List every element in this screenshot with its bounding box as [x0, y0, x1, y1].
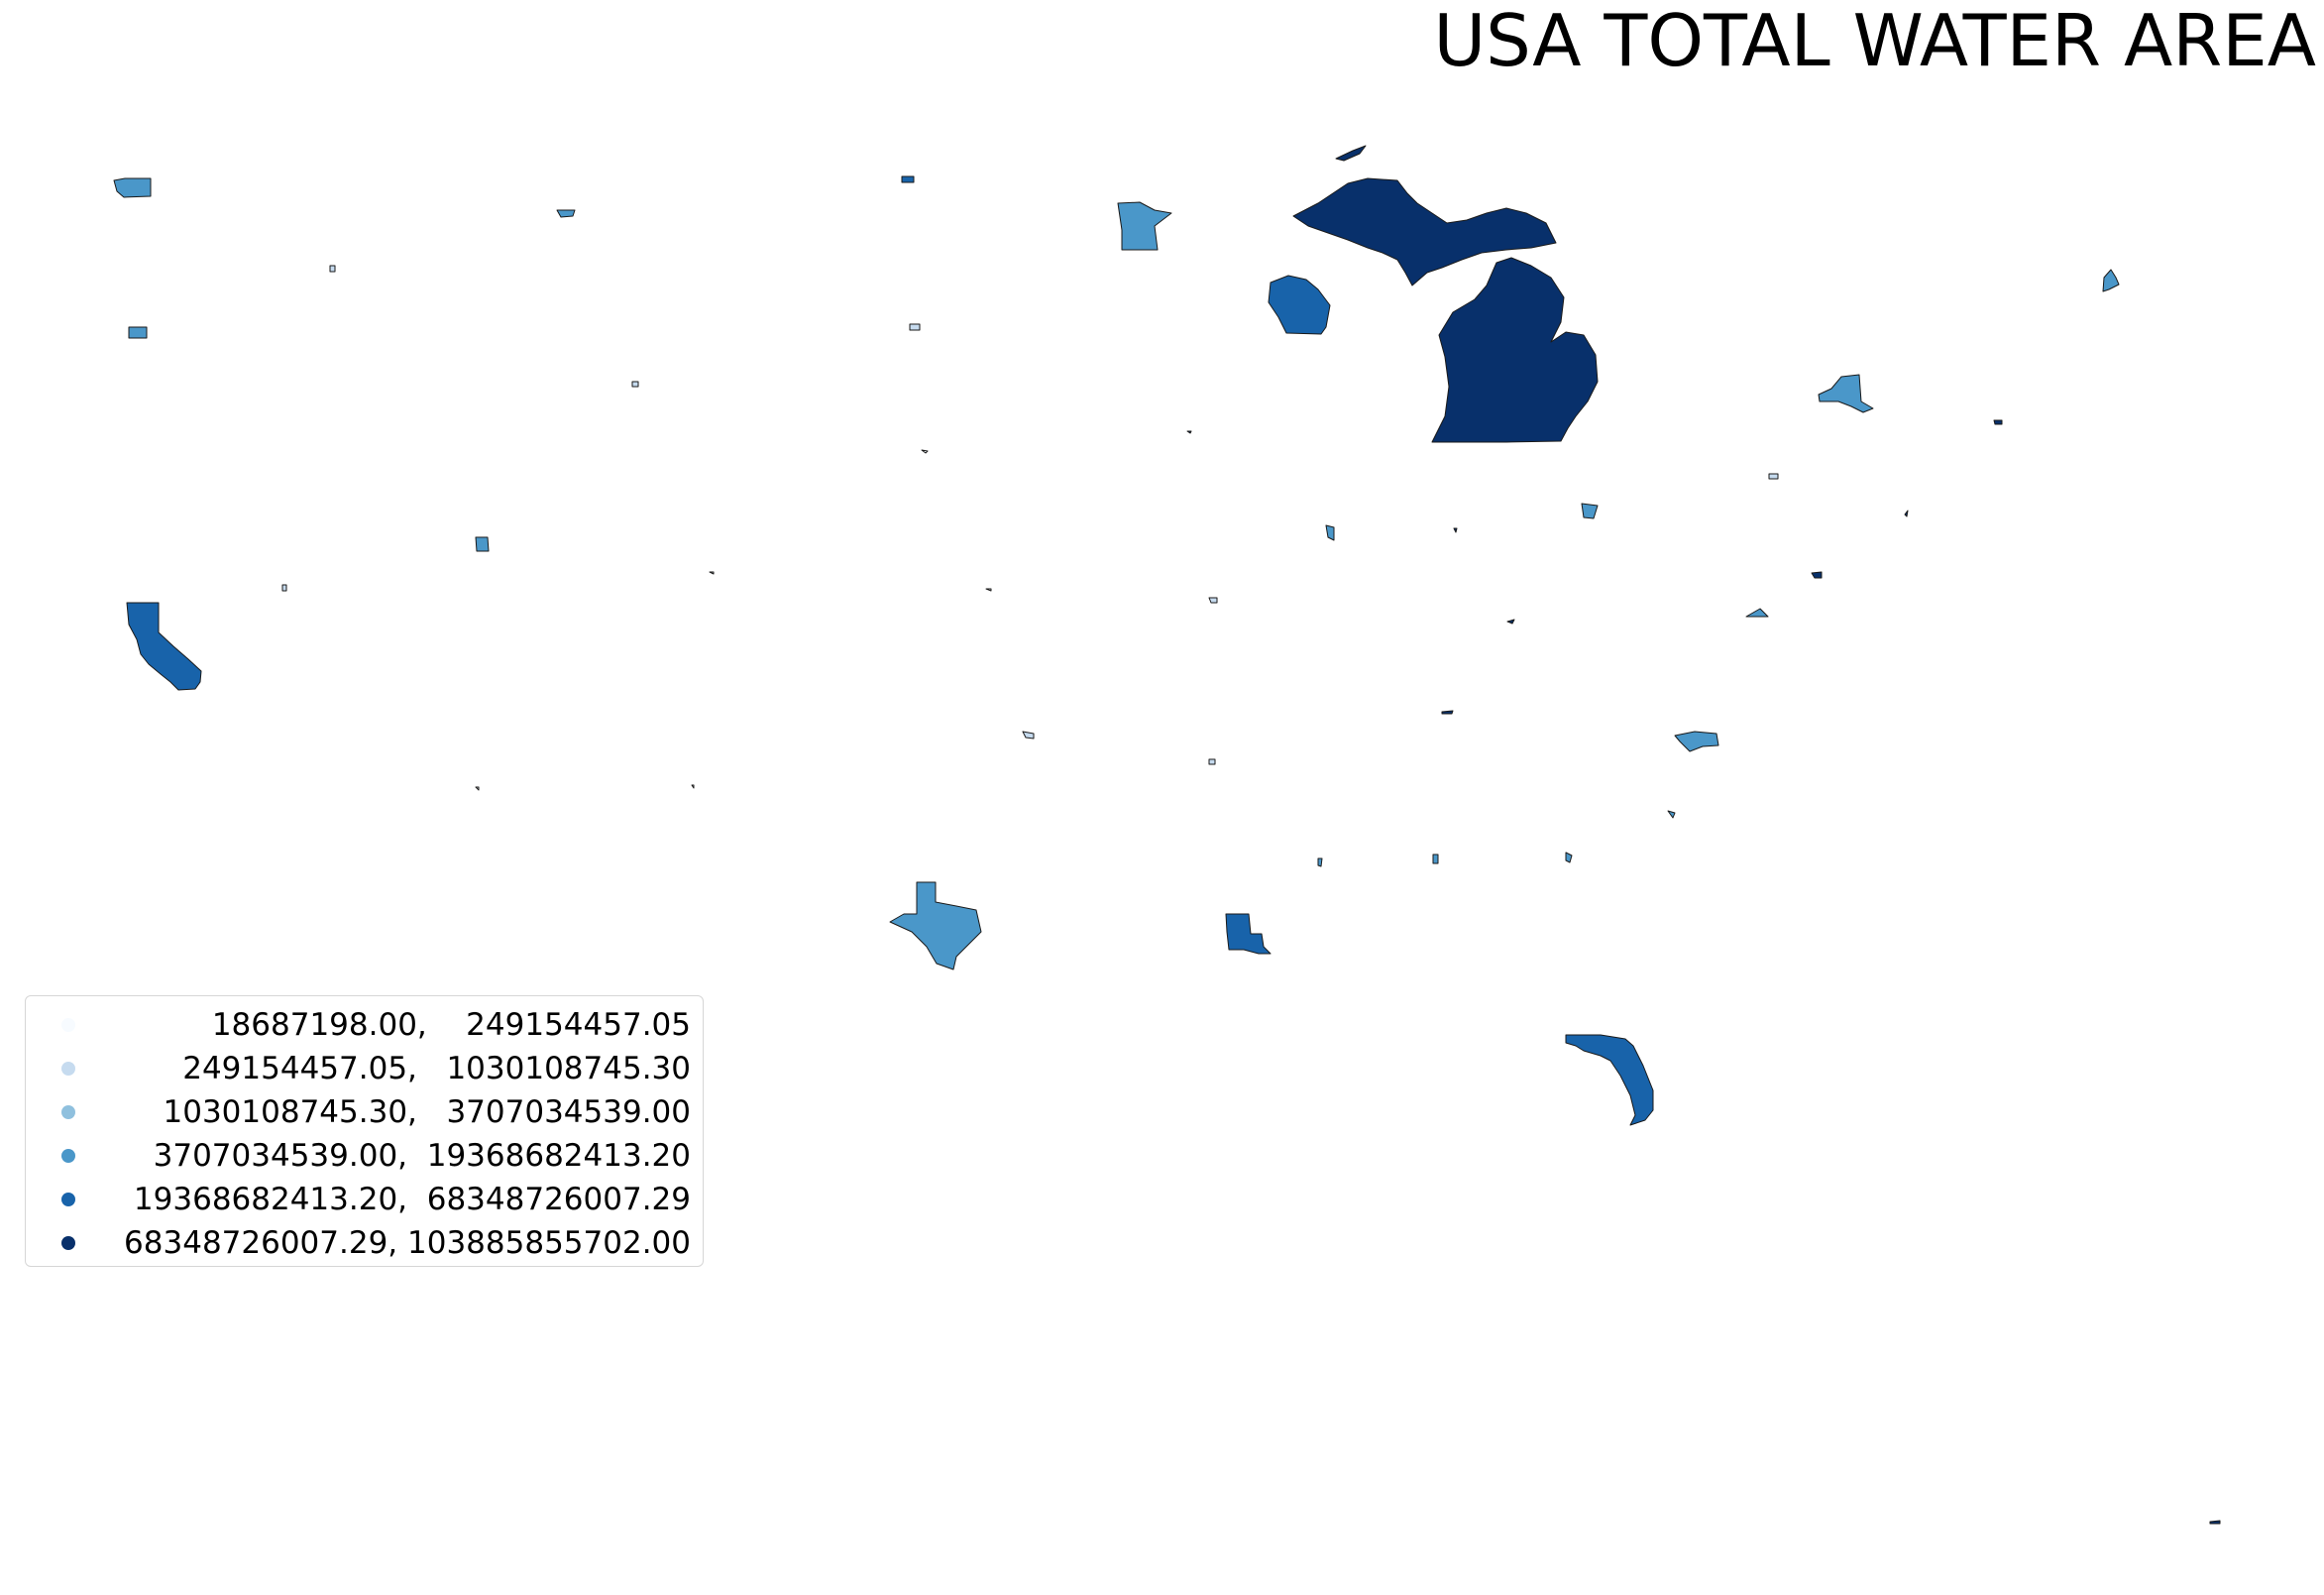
legend-swatch — [61, 1193, 75, 1206]
region-north-carolina — [1674, 731, 1719, 752]
region-michigan-upper — [1292, 177, 1557, 286]
region-texas — [889, 881, 982, 970]
region-wisconsin — [1268, 275, 1331, 335]
region-tiny-light-11 — [985, 588, 992, 592]
region-louisiana — [1225, 913, 1272, 955]
legend-item: 18687198.00, 249154457.05 — [26, 1003, 703, 1047]
map-legend: 18687198.00, 249154457.05 249154457.05, … — [25, 995, 704, 1267]
region-california — [126, 602, 202, 691]
region-tiny-4 — [1506, 619, 1515, 625]
region-tiny-2 — [1993, 419, 2003, 425]
region-tiny-light-13 — [691, 784, 695, 789]
legend-item: 3707034539.00, 19368682413.20 — [26, 1134, 703, 1178]
legend-swatch — [61, 1236, 75, 1250]
region-tiny-light-2 — [1768, 473, 1779, 480]
region-tiny-5 — [1904, 510, 1909, 517]
legend-swatch — [61, 1062, 75, 1076]
legend-label: 249154457.05, 1030108745.30 — [182, 1051, 691, 1086]
region-tiny-light-9 — [921, 449, 929, 454]
region-tiny-light-1 — [909, 323, 921, 331]
region-small-4 — [1581, 503, 1599, 519]
region-small-10 — [1667, 810, 1676, 819]
legend-item: 68348726007.29, 103885855702.00 — [26, 1221, 703, 1265]
legend-label: 19368682413.20, 68348726007.29 — [133, 1182, 691, 1217]
region-michigan-lower — [1431, 257, 1599, 443]
region-minnesota — [1117, 201, 1172, 251]
region-small-7 — [1565, 852, 1573, 863]
region-tiny-7 — [1453, 527, 1458, 533]
region-small-11 — [901, 175, 915, 183]
region-small-8 — [1432, 854, 1439, 864]
region-tiny-light-3 — [1022, 731, 1035, 740]
region-tiny-light-10 — [709, 571, 715, 575]
region-tiny-1 — [1811, 571, 1823, 579]
region-tiny-light-8 — [281, 584, 287, 592]
legend-swatch — [61, 1018, 75, 1032]
legend-item: 249154457.05, 1030108745.30 — [26, 1047, 703, 1090]
region-tiny-3 — [1441, 710, 1454, 715]
region-new-york — [1818, 374, 1874, 413]
region-small-2 — [475, 536, 490, 552]
legend-item: 19368682413.20, 68348726007.29 — [26, 1178, 703, 1221]
region-small-3 — [556, 209, 576, 218]
legend-label: 68348726007.29, 103885855702.00 — [124, 1225, 691, 1261]
region-small-5 — [1745, 608, 1769, 618]
legend-label: 18687198.00, 249154457.05 — [211, 1007, 691, 1043]
region-small-9 — [1317, 857, 1323, 867]
map-title: USA TOTAL WATER AREA — [1433, 0, 2316, 82]
region-tiny-8 — [1186, 430, 1192, 434]
region-tiny-light-12 — [475, 786, 480, 791]
region-tiny-light-6 — [631, 381, 639, 388]
region-tiny-6 — [2209, 1520, 2221, 1525]
region-tiny-light-7 — [329, 265, 336, 273]
legend-swatch — [61, 1149, 75, 1163]
legend-label: 3707034539.00, 19368682413.20 — [153, 1138, 691, 1174]
region-small-6 — [1325, 524, 1335, 541]
region-tiny-light-5 — [1208, 597, 1218, 604]
region-washington — [113, 177, 152, 198]
region-florida — [1565, 1034, 1654, 1126]
legend-swatch — [61, 1105, 75, 1119]
region-michigan-isle-royale — [1335, 145, 1367, 162]
legend-item: 1030108745.30, 3707034539.00 — [26, 1090, 703, 1134]
region-small-1 — [128, 326, 148, 339]
legend-label: 1030108745.30, 3707034539.00 — [163, 1094, 691, 1130]
region-maine — [2102, 269, 2120, 292]
region-tiny-light-4 — [1208, 758, 1216, 765]
